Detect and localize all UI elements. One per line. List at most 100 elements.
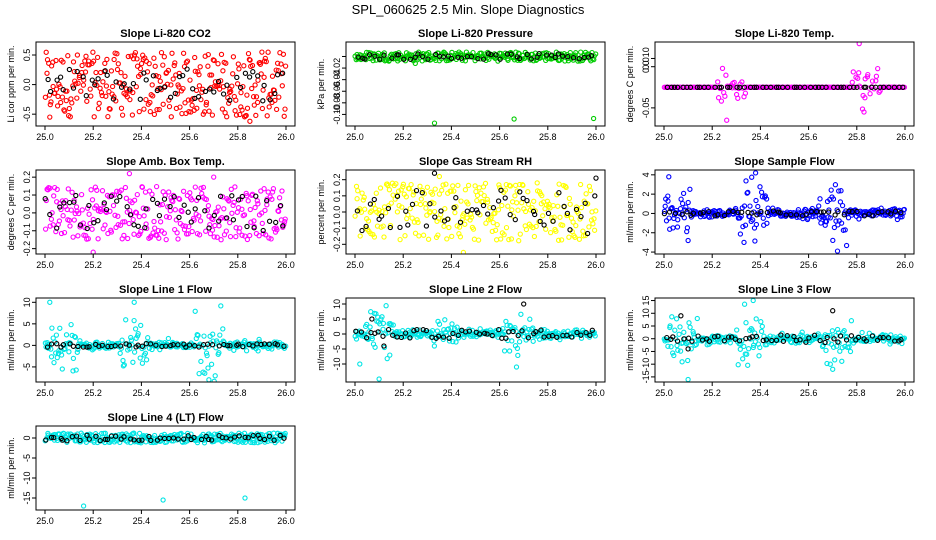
data-point-all xyxy=(764,220,770,226)
data-point-all xyxy=(507,322,513,329)
y-tick-label: 15 xyxy=(641,296,651,306)
data-point-all xyxy=(251,439,258,446)
data-point-all xyxy=(468,211,474,218)
data-point-subset xyxy=(802,84,808,90)
data-point-subset xyxy=(359,227,365,234)
data-point-subset xyxy=(180,72,186,79)
data-point-subset xyxy=(390,332,396,338)
data-point-all xyxy=(254,99,261,106)
y-tick-label: 0.0 xyxy=(22,207,32,220)
data-point-all xyxy=(180,85,186,92)
data-point-all xyxy=(410,192,416,198)
data-point-subset xyxy=(114,198,120,204)
data-point-subset xyxy=(242,70,249,76)
data-point-all xyxy=(102,60,108,67)
data-point-all xyxy=(160,497,166,503)
data-point-all xyxy=(242,233,248,239)
data-point-all xyxy=(850,69,856,75)
data-point-subset xyxy=(545,210,552,217)
data-point-subset xyxy=(195,195,202,201)
data-point-subset xyxy=(91,220,97,226)
data-point-all xyxy=(209,112,216,118)
data-point-all xyxy=(283,343,289,349)
data-point-subset xyxy=(678,313,684,319)
data-point-all xyxy=(124,94,130,100)
data-point-subset xyxy=(403,208,409,214)
data-point-all xyxy=(383,303,389,309)
y-axis-label: percent per min. xyxy=(316,179,326,244)
y-tick-label: 0 xyxy=(641,211,651,216)
data-point-all xyxy=(395,188,402,194)
data-point-subset xyxy=(711,334,718,340)
data-point-all xyxy=(60,213,66,219)
data-point-all xyxy=(131,317,137,324)
points-group xyxy=(661,298,908,382)
data-point-all xyxy=(211,378,217,382)
data-point-all xyxy=(146,60,152,67)
data-point-subset xyxy=(398,334,405,341)
data-point-subset xyxy=(156,212,163,219)
data-point-subset xyxy=(485,51,492,57)
x-tick-label: 25.2 xyxy=(394,388,412,398)
data-point-all xyxy=(218,303,224,309)
data-point-all xyxy=(51,359,57,366)
data-point-subset xyxy=(716,84,723,90)
y-axis-label: degrees C per min. xyxy=(625,46,635,123)
data-point-all xyxy=(276,195,283,201)
data-point-subset xyxy=(142,225,148,231)
data-point-subset xyxy=(689,338,695,344)
data-point-all xyxy=(232,184,238,190)
data-point-subset xyxy=(57,74,64,80)
data-point-subset xyxy=(666,209,673,215)
data-point-all xyxy=(149,191,155,197)
data-point-all xyxy=(758,319,764,325)
data-point-subset xyxy=(538,327,544,333)
data-point-subset xyxy=(885,335,892,341)
x-tick-label: 25.6 xyxy=(181,516,199,526)
data-point-subset xyxy=(582,200,588,206)
data-point-all xyxy=(269,346,275,352)
data-point-all xyxy=(866,85,872,91)
data-point-subset xyxy=(73,192,79,199)
data-point-subset xyxy=(216,343,222,349)
data-point-all xyxy=(265,49,271,55)
panel-frame xyxy=(345,297,606,383)
data-point-subset xyxy=(791,84,798,90)
data-point-subset xyxy=(355,54,361,60)
data-point-all xyxy=(203,350,210,356)
data-point-all xyxy=(174,230,180,236)
data-point-all xyxy=(753,221,760,228)
data-point-all xyxy=(221,206,227,212)
data-point-all xyxy=(130,359,136,365)
data-point-all xyxy=(368,208,375,214)
x-tick-label: 25.4 xyxy=(443,388,461,398)
data-point-all xyxy=(248,219,254,225)
data-point-all xyxy=(155,227,161,234)
data-point-subset xyxy=(739,209,745,215)
data-point-all xyxy=(376,207,382,213)
data-point-subset xyxy=(541,222,547,228)
data-point-subset xyxy=(353,328,359,334)
data-point-subset xyxy=(54,77,60,83)
data-point-subset xyxy=(823,84,829,90)
data-point-all xyxy=(867,91,873,97)
data-point-subset xyxy=(448,55,455,62)
y-tick-label: 10 xyxy=(332,299,342,309)
data-point-subset xyxy=(493,52,499,58)
y-tick-label: -0.04 xyxy=(332,69,342,90)
data-point-subset xyxy=(401,56,407,62)
data-point-all xyxy=(135,331,141,337)
data-point-all xyxy=(100,79,106,85)
data-point-subset xyxy=(510,328,516,335)
data-point-all xyxy=(251,218,257,224)
data-point-subset xyxy=(411,328,417,334)
data-point-all xyxy=(261,186,267,192)
data-point-all xyxy=(566,195,573,202)
data-point-all xyxy=(684,225,691,231)
data-point-all xyxy=(123,317,129,323)
data-point-all xyxy=(66,105,72,112)
panel-title: Slope Line 1 Flow xyxy=(119,284,212,296)
data-point-all xyxy=(196,83,203,89)
data-point-subset xyxy=(389,55,395,61)
data-point-subset xyxy=(412,54,418,60)
